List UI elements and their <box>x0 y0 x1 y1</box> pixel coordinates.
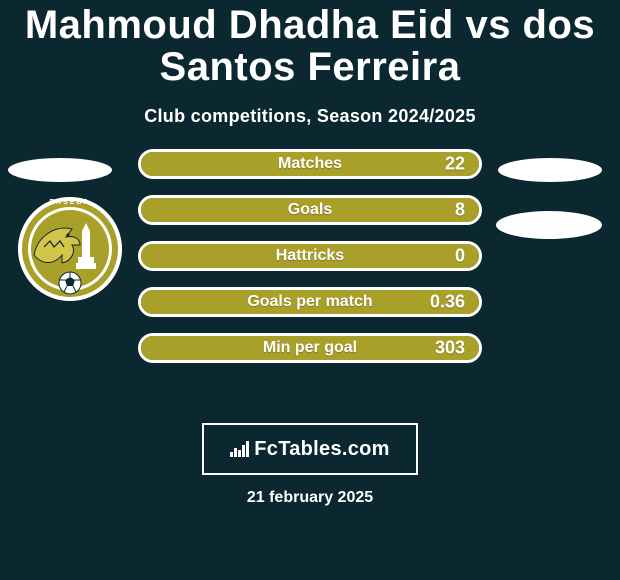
subtitle: Club competitions, Season 2024/2025 <box>0 106 620 127</box>
stat-value: 22 <box>445 154 465 175</box>
player-right-flag-oval-1 <box>498 158 602 182</box>
stat-label: Goals <box>141 201 479 219</box>
stat-row-matches: Matches 22 <box>138 149 482 179</box>
player-right-flag-oval-2 <box>496 211 602 239</box>
stat-label: Min per goal <box>141 339 479 357</box>
stat-value: 8 <box>455 200 465 221</box>
stat-row-min-per-goal: Min per goal 303 <box>138 333 482 363</box>
comparison-card: Mahmoud Dhadha Eid vs dos Santos Ferreir… <box>0 0 620 580</box>
stat-label: Goals per match <box>141 293 479 311</box>
stats-bars: Matches 22 Goals 8 Hattricks 0 Goals per… <box>138 149 482 379</box>
football-icon <box>58 271 82 295</box>
stat-label: Hattricks <box>141 247 479 265</box>
player-left-flag-oval <box>8 158 112 182</box>
club-badge: ERSEBA <box>18 197 122 301</box>
arena: ERSEBA Matches <box>0 155 620 415</box>
stat-label: Matches <box>141 155 479 173</box>
date-text: 21 february 2025 <box>0 489 620 507</box>
brand-text: FcTables.com <box>254 438 390 461</box>
stat-row-goals-per-match: Goals per match 0.36 <box>138 287 482 317</box>
stat-row-hattricks: Hattricks 0 <box>138 241 482 271</box>
stat-value: 303 <box>435 338 465 359</box>
stat-row-goals: Goals 8 <box>138 195 482 225</box>
page-title: Mahmoud Dhadha Eid vs dos Santos Ferreir… <box>0 0 620 88</box>
monument-icon <box>76 223 96 269</box>
shark-icon <box>32 221 82 267</box>
bar-chart-icon <box>230 441 250 457</box>
stat-value: 0 <box>455 246 465 267</box>
badge-arc-text: ERSEBA <box>18 199 122 206</box>
brand-box[interactable]: FcTables.com <box>202 423 418 475</box>
stat-value: 0.36 <box>430 292 465 313</box>
